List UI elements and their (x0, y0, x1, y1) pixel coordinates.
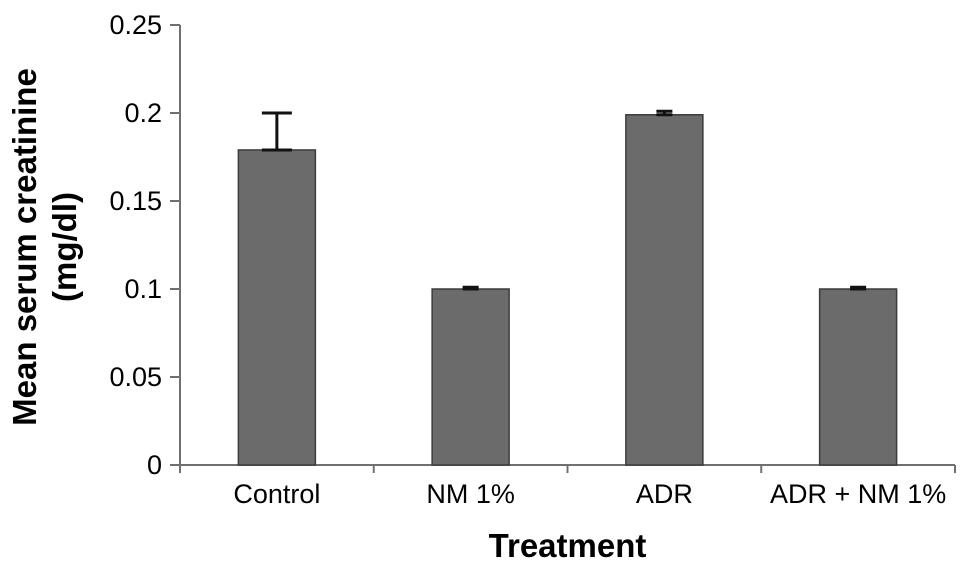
y-tick-label: 0.15 (109, 186, 162, 216)
error-bar-control (261, 111, 292, 152)
y-axis-title-line-2: (mg/dl) (46, 192, 83, 302)
y-tick-label: 0.1 (124, 274, 162, 304)
error-bar-adr-nm-1 (850, 285, 867, 291)
bar-adr-nm-1 (818, 288, 898, 466)
category-label-nm-1: NM 1% (426, 479, 515, 509)
y-tick-label: 0 (147, 450, 162, 480)
y-tick-label: 0.2 (124, 98, 162, 128)
x-axis-title: Treatment (489, 527, 647, 564)
y-tick-label: 0.05 (109, 362, 162, 392)
y-tick-label: 0.25 (109, 10, 162, 40)
bar-adr (625, 114, 704, 466)
bar-nm-1 (431, 288, 510, 466)
y-axis-title-line-1: Mean serum creatinine (6, 68, 43, 426)
category-label-control: Control (233, 479, 320, 509)
category-label-adr-nm-1: ADR + NM 1% (770, 479, 946, 509)
error-bar-adr (656, 109, 673, 117)
error-bar-nm-1 (462, 285, 479, 291)
bar-control (237, 149, 317, 466)
y-axis-title: Mean serum creatinine(mg/dl) (6, 68, 83, 426)
category-label-adr: ADR (636, 479, 693, 509)
